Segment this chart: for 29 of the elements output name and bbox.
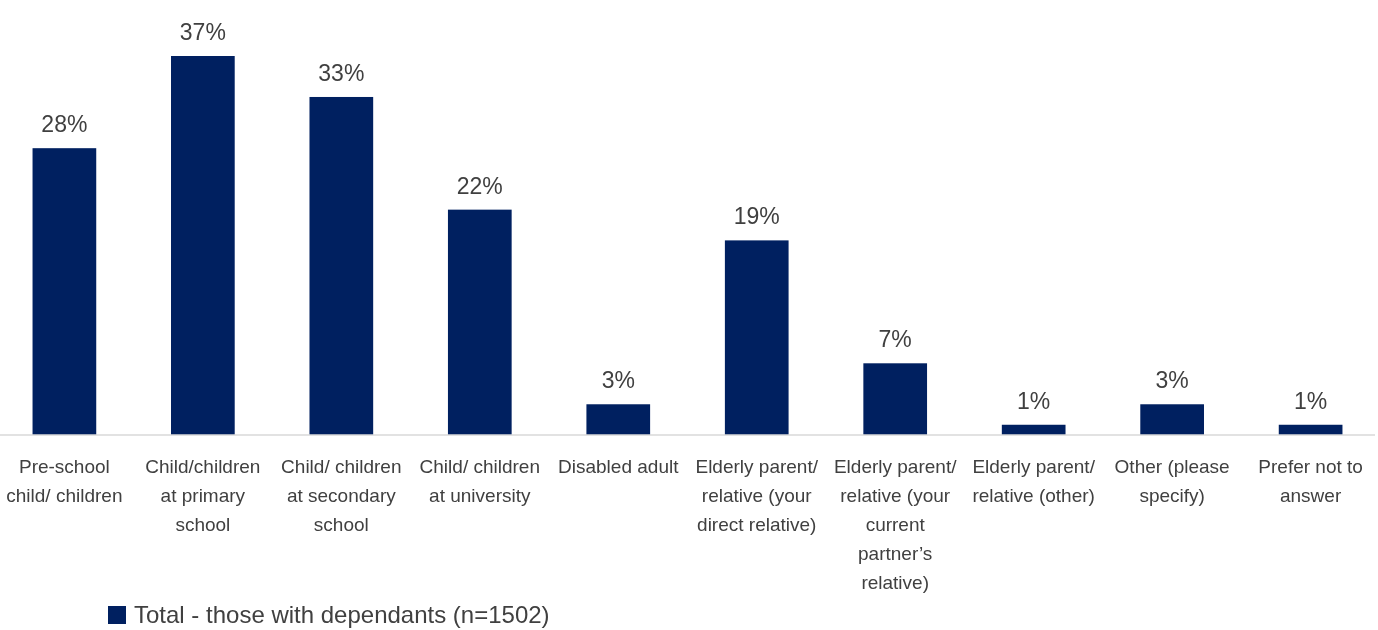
bar bbox=[309, 96, 374, 435]
data-label: 3% bbox=[601, 367, 635, 394]
bar bbox=[863, 363, 928, 435]
x-tick-label: Disabled adult bbox=[558, 456, 680, 477]
bar bbox=[586, 404, 651, 435]
x-tick-label: Child/children at primary school bbox=[145, 456, 261, 535]
legend-label: Total - those with dependants (n=1502) bbox=[134, 601, 550, 628]
x-tick-label: Pre-school child/ children bbox=[6, 456, 123, 506]
data-label: 37% bbox=[179, 19, 226, 45]
data-label: 22% bbox=[456, 172, 503, 199]
data-label: 1% bbox=[1017, 387, 1051, 414]
bar bbox=[724, 240, 789, 435]
bar bbox=[32, 148, 97, 435]
bar bbox=[1140, 404, 1204, 435]
data-label: 28% bbox=[41, 111, 88, 138]
x-tick-label: Prefer not to answer bbox=[1258, 456, 1363, 506]
x-tick-label: Child/ children at secondary school bbox=[281, 456, 402, 535]
x-tick-label: Elderly parent/ relative (your direct relative) bbox=[695, 456, 819, 535]
x-tick-label: Other (please specify) bbox=[1114, 456, 1230, 506]
x-tick-label: Child/ children at university bbox=[419, 456, 540, 506]
x-tick-label: Elderly parent/ relative (your current partner’s relative) bbox=[833, 456, 958, 593]
data-label: 7% bbox=[878, 326, 912, 353]
data-label: 3% bbox=[1155, 367, 1189, 394]
data-label: 19% bbox=[733, 203, 780, 230]
bar bbox=[447, 209, 512, 435]
data-label: 1% bbox=[1293, 387, 1328, 414]
x-tick-label: Elderly parent/ relative (other) bbox=[972, 456, 1096, 506]
bar bbox=[171, 56, 235, 435]
data-label: 33% bbox=[318, 59, 365, 86]
